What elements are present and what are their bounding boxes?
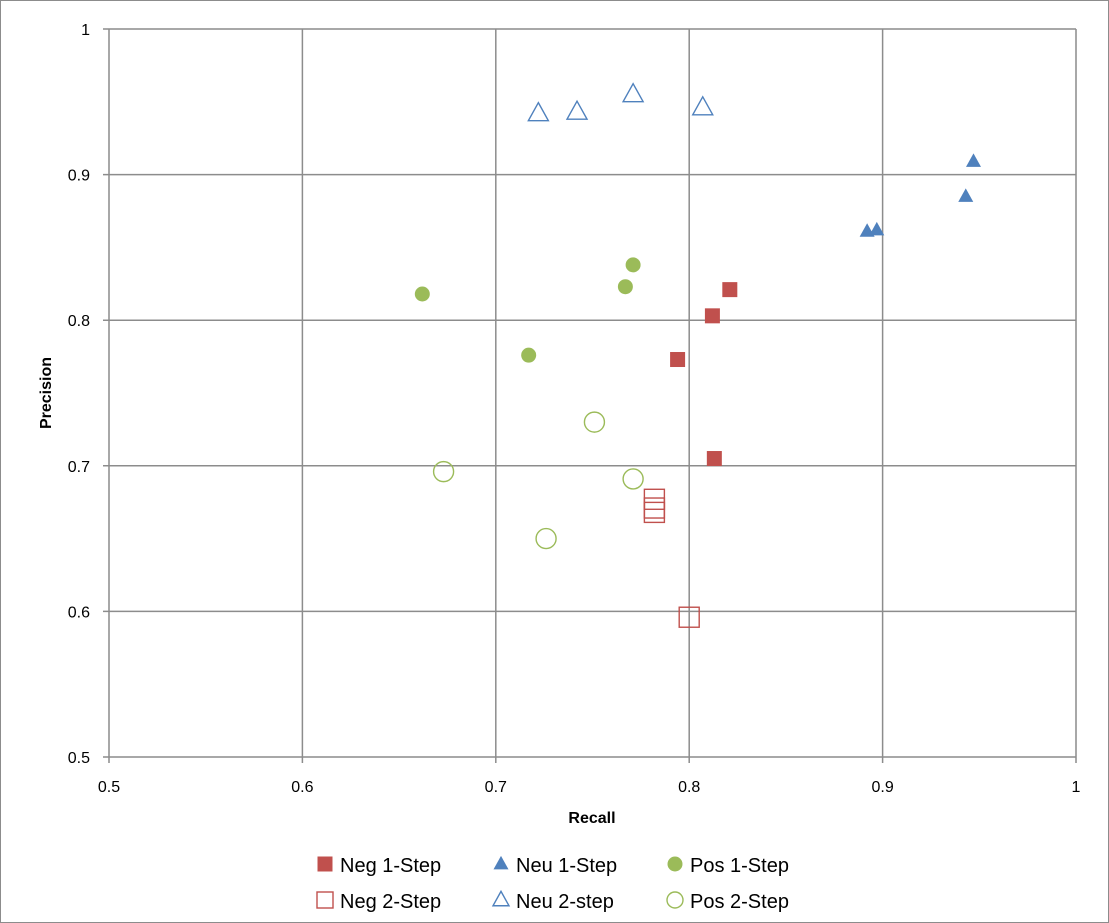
legend-label: Pos 1-Step — [690, 855, 789, 877]
legend-item: Neg 2-Step — [316, 891, 441, 913]
legend-marker — [493, 855, 509, 870]
legend-marker — [316, 891, 334, 909]
data-point — [625, 257, 641, 273]
data-point — [965, 153, 981, 167]
data-point — [622, 468, 644, 490]
data-point — [643, 497, 666, 519]
data-point — [583, 411, 606, 433]
points-layer — [414, 82, 981, 628]
data-point — [704, 308, 720, 324]
series-pos-1-step — [414, 257, 641, 363]
data-point — [706, 451, 722, 467]
data-point — [617, 279, 633, 295]
y-tick-label: 0.6 — [68, 604, 90, 621]
x-tick-label: 0.8 — [678, 779, 700, 796]
legend-item: Neu 2-step — [491, 889, 614, 913]
legend-item: Pos 2-Step — [666, 891, 789, 913]
series-pos-2-step — [432, 411, 644, 550]
x-tick-label: 1 — [1072, 779, 1081, 796]
y-axis-title: Precision — [38, 357, 55, 429]
series-neu-2-step — [527, 82, 714, 122]
x-tick-label: 0.7 — [485, 779, 507, 796]
data-point — [691, 95, 714, 116]
legend-label: Neg 2-Step — [340, 891, 441, 913]
x-tick-label: 0.6 — [291, 779, 313, 796]
legend-label: Pos 2-Step — [690, 891, 789, 913]
x-tick-label: 0.5 — [98, 779, 120, 796]
x-axis-title: Recall — [568, 810, 615, 827]
y-tick-label: 0.8 — [68, 313, 90, 330]
tick-layer: 0.5 0.6 0.7 0.8 0.9 1 0.5 0.6 0.7 0.8 0.9 1 — [68, 22, 1081, 796]
legend-label: Neu 1-Step — [516, 855, 617, 877]
data-point — [670, 352, 686, 368]
legend-marker — [491, 889, 511, 907]
legend-item: Neu 1-Step — [493, 855, 617, 877]
x-tick-label: 0.9 — [871, 779, 893, 796]
data-point — [527, 101, 550, 122]
series-neg-1-step — [670, 282, 738, 467]
data-point — [414, 286, 430, 302]
legend-marker — [666, 891, 684, 909]
legend-marker — [667, 856, 683, 872]
data-point — [565, 99, 589, 120]
y-tick-label: 0.5 — [68, 750, 90, 767]
legend: Neg 1-Step Neu 1-Step Pos 1-Step Neg 2-Step… — [316, 855, 789, 913]
legend-marker — [317, 856, 333, 872]
data-point — [722, 282, 738, 298]
y-tick-label: 1 — [81, 22, 90, 39]
legend-label: Neu 2-step — [516, 891, 614, 913]
series-neg-2-step — [643, 488, 700, 628]
data-point — [643, 501, 666, 524]
grid-layer — [103, 28, 1077, 763]
data-point — [535, 527, 557, 550]
data-point — [958, 188, 974, 202]
data-point — [432, 460, 455, 483]
legend-item: Neg 1-Step — [317, 855, 441, 877]
y-tick-label: 0.9 — [68, 168, 90, 185]
data-point — [869, 221, 885, 236]
data-point — [643, 488, 666, 510]
y-tick-label: 0.7 — [68, 459, 90, 476]
legend-item: Pos 1-Step — [667, 855, 789, 877]
series-neu-1-step — [859, 153, 981, 237]
legend-label: Neg 1-Step — [340, 855, 441, 877]
data-point — [678, 606, 700, 628]
data-point — [621, 82, 645, 103]
data-point — [521, 347, 537, 363]
